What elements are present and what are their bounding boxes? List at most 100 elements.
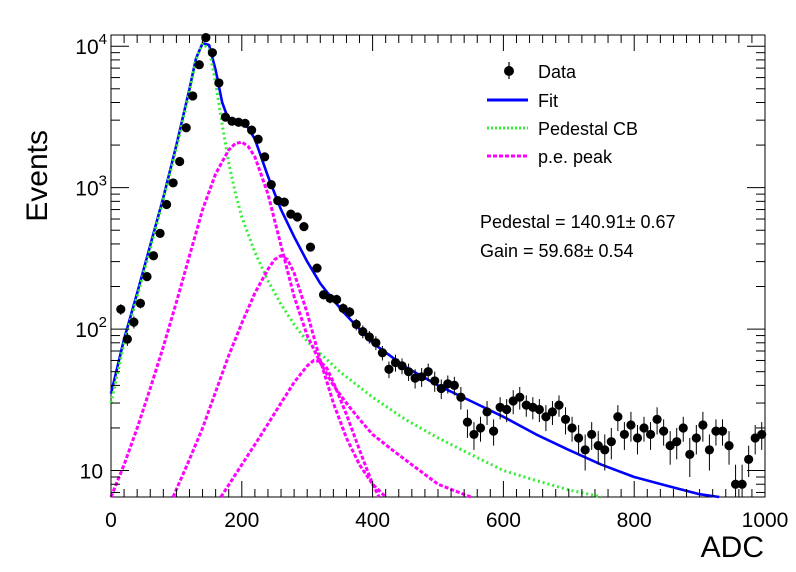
data-marker xyxy=(423,367,433,377)
data-point xyxy=(148,251,159,261)
legend-label-fit: Fit xyxy=(538,91,558,111)
data-point xyxy=(397,358,407,375)
data-marker xyxy=(593,441,603,451)
data-point xyxy=(299,222,309,232)
data-marker xyxy=(704,445,715,455)
legend-entry-data: Data xyxy=(504,62,577,82)
data-marker xyxy=(345,307,355,317)
data-point xyxy=(502,399,512,423)
data-marker xyxy=(587,429,597,440)
data-point xyxy=(744,445,754,478)
data-point xyxy=(253,134,263,144)
data-marker xyxy=(580,445,590,455)
curves-layer xyxy=(109,41,720,499)
data-marker xyxy=(554,400,564,410)
legend-label-pedestal: Pedestal CB xyxy=(538,119,638,139)
data-marker xyxy=(711,426,721,436)
data-point xyxy=(475,416,486,442)
x-tick-label: 800 xyxy=(617,509,652,532)
data-marker xyxy=(613,412,623,422)
data-point xyxy=(161,199,172,210)
data-point xyxy=(247,125,257,135)
y-tick-label: 103 xyxy=(75,173,107,201)
data-point xyxy=(645,422,656,450)
legend-label-pe-peak: p.e. peak xyxy=(538,147,613,167)
data-marker xyxy=(567,423,577,433)
data-marker xyxy=(678,423,688,433)
annotation-gain: Gain = 59.68± 0.54 xyxy=(480,241,634,261)
data-point xyxy=(462,409,473,438)
data-point xyxy=(665,431,675,465)
data-point xyxy=(384,361,394,379)
data-point xyxy=(678,416,688,442)
data-point xyxy=(456,386,466,410)
data-marker xyxy=(744,454,754,464)
data-point xyxy=(587,422,597,450)
data-marker xyxy=(560,414,571,424)
data-point xyxy=(116,304,126,315)
data-marker xyxy=(436,383,446,394)
data-marker xyxy=(240,118,250,128)
data-point xyxy=(534,399,544,423)
data-point xyxy=(691,424,701,455)
data-marker xyxy=(161,199,172,210)
axis-ticks: 0 200 400 600 800 1000 10 102 103 104 xyxy=(75,31,788,532)
data-point xyxy=(305,242,316,252)
data-points-layer xyxy=(116,33,767,497)
data-marker xyxy=(148,251,159,261)
data-point xyxy=(449,376,459,396)
data-point xyxy=(717,419,728,446)
data-marker xyxy=(574,433,584,443)
data-marker xyxy=(717,426,728,436)
data-point xyxy=(260,152,270,162)
data-marker xyxy=(417,372,427,382)
data-marker xyxy=(371,338,381,348)
data-point xyxy=(750,424,760,455)
series-pedestal-cb-curve xyxy=(109,41,602,499)
data-point xyxy=(600,434,610,471)
annotation-pedestal: Pedestal = 140.91± 0.67 xyxy=(480,212,676,232)
legend: Data Fit Pedestal CB p.e. peak xyxy=(487,62,638,167)
y-tick-label: 10 xyxy=(80,461,103,484)
data-point xyxy=(181,123,191,133)
data-marker xyxy=(364,332,374,342)
data-marker xyxy=(462,417,473,427)
series-p-e-peak-3-curve xyxy=(219,359,381,498)
data-point xyxy=(214,78,224,88)
data-point xyxy=(423,363,433,381)
data-marker xyxy=(332,294,342,305)
data-point xyxy=(737,464,747,497)
data-marker xyxy=(142,272,152,282)
data-marker xyxy=(377,348,388,358)
series-fit-curve xyxy=(109,41,720,499)
data-marker xyxy=(175,156,185,167)
data-point xyxy=(730,464,741,497)
data-point xyxy=(279,197,289,207)
data-marker xyxy=(351,319,361,329)
data-point xyxy=(436,379,446,400)
data-point xyxy=(351,318,361,331)
data-point xyxy=(560,407,571,435)
data-marker xyxy=(305,242,316,252)
data-point xyxy=(606,427,616,460)
data-point xyxy=(345,307,355,318)
data-point xyxy=(554,395,564,417)
data-marker xyxy=(626,420,636,430)
x-tick-label: 0 xyxy=(105,509,117,532)
data-marker xyxy=(482,407,492,417)
data-point xyxy=(593,431,603,465)
data-marker xyxy=(194,60,204,70)
data-marker xyxy=(672,437,682,447)
data-point xyxy=(312,263,322,273)
y-axis-title: Events xyxy=(21,130,54,222)
data-marker xyxy=(122,334,132,344)
data-point xyxy=(175,156,185,167)
data-marker xyxy=(266,180,276,190)
data-point xyxy=(207,48,217,58)
data-point xyxy=(240,118,250,128)
data-point xyxy=(757,422,767,450)
data-marker xyxy=(724,441,734,451)
data-marker xyxy=(384,364,394,374)
data-marker xyxy=(541,412,551,422)
data-point xyxy=(201,33,211,43)
